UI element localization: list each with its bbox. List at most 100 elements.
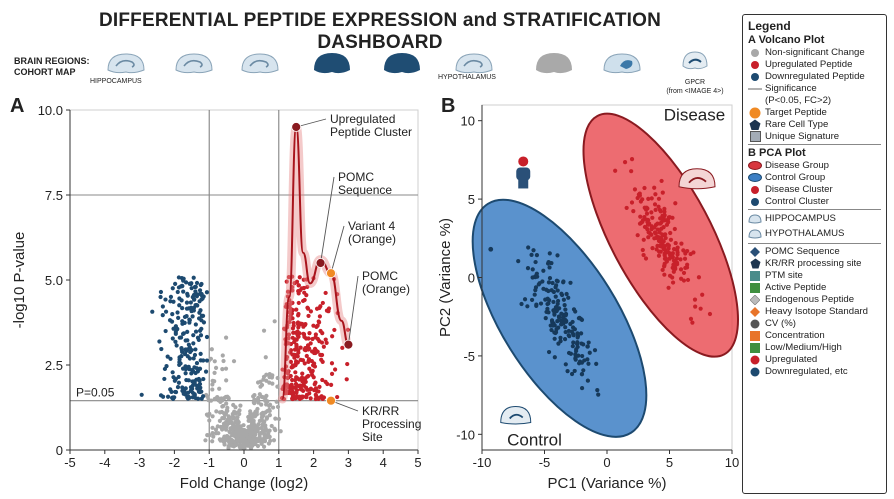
point-nonsig [260,414,265,420]
point-down [181,289,186,294]
point-down [186,342,191,347]
point-nonsig [267,434,272,439]
brain-icon-dark-1 [310,50,354,80]
point-down [180,319,185,324]
point-disease [662,244,668,249]
point-disease [652,202,658,207]
point-control [581,368,586,373]
point-up [294,307,299,312]
point-control [545,296,550,301]
point-nonsig [264,416,269,421]
point-nonsig [275,375,280,381]
point-down [190,386,195,391]
point-disease [641,252,646,258]
annotation-text-3-1: (Orange) [362,282,410,296]
dashboard-title: DIFFERENTIAL PEPTIDE EXPRESSION and STRA… [98,10,662,53]
point-control [572,368,577,374]
point-up [286,274,291,280]
point-nonsig [259,394,265,399]
legend-item-heavy-isotope: Heavy Isotope Standard [748,306,881,317]
point-nonsig [267,413,272,418]
point-disease [646,235,651,240]
brain-regions-label-line1: BRAIN REGIONS: [14,56,90,66]
point-down [150,309,155,314]
point-disease [656,238,662,243]
point-control [579,385,585,391]
point-nonsig [203,438,208,443]
point-down [198,333,204,338]
point-disease [661,225,666,230]
point-up [320,359,325,364]
point-up [329,361,335,366]
point-nonsig [238,403,243,408]
point-up [291,330,296,335]
pca-plot: Disease Control -10 -5 0 5 10 -10 -5 0 5 10 PC1 (Va… [437,104,739,492]
gpcr-label: GPCR (from <IMAGE 4>) [660,78,730,96]
point-control [586,361,591,366]
point-down [190,369,195,374]
point-down [204,334,210,340]
point-down [197,378,202,383]
point-disease [658,249,663,254]
point-down [198,351,203,356]
annotation-text-1-0: POMC [338,170,374,184]
point-nonsig [210,387,215,392]
point-down [199,293,204,298]
point-nonsig [230,411,235,417]
point-nonsig [260,411,265,416]
point-control [571,333,576,338]
point-nonsig [242,432,247,437]
point-control [553,305,559,310]
annotation-leader-2 [330,225,345,274]
point-control [533,259,538,265]
point-disease [635,195,640,201]
point-control [558,335,563,340]
point-up [308,387,313,392]
point-nonsig [221,358,226,364]
point-down [175,385,181,390]
point-nonsig [213,365,219,371]
point-down [183,386,188,391]
point-disease [649,196,654,201]
point-disease [663,249,669,254]
point-up [318,352,323,357]
point-disease [635,233,640,238]
point-control-outlier [488,246,494,252]
point-nonsig [245,435,250,440]
point-control [533,275,538,280]
point-down [190,314,195,319]
point-up [295,376,300,381]
point-disease [660,190,665,195]
point-nonsig [261,377,266,382]
point-down [180,385,185,390]
point-nonsig [217,437,222,442]
point-up [295,320,301,325]
point-down [179,298,184,303]
point-control [575,340,580,345]
annotation-text-0-1: Peptide Cluster [330,125,412,139]
point-up [298,387,303,392]
annotation-leader-1 [320,176,335,264]
point-control [549,327,554,333]
point-up [323,379,328,384]
point-control [582,358,587,363]
point-control [547,265,552,270]
point-down [173,329,178,335]
point-down [173,339,178,344]
point-control [525,266,531,271]
point-nonsig [278,429,283,434]
point-control [534,303,539,309]
point-down [194,361,200,366]
point-disease [645,222,651,227]
point-down [201,376,206,382]
point-disease [656,253,662,258]
point-control [550,323,555,328]
point-control [575,331,580,336]
point-control [550,280,555,286]
point-disease [683,265,688,271]
point-up [300,394,305,399]
point-nonsig [213,427,219,432]
point-disease [679,241,684,246]
point-up [323,337,328,342]
